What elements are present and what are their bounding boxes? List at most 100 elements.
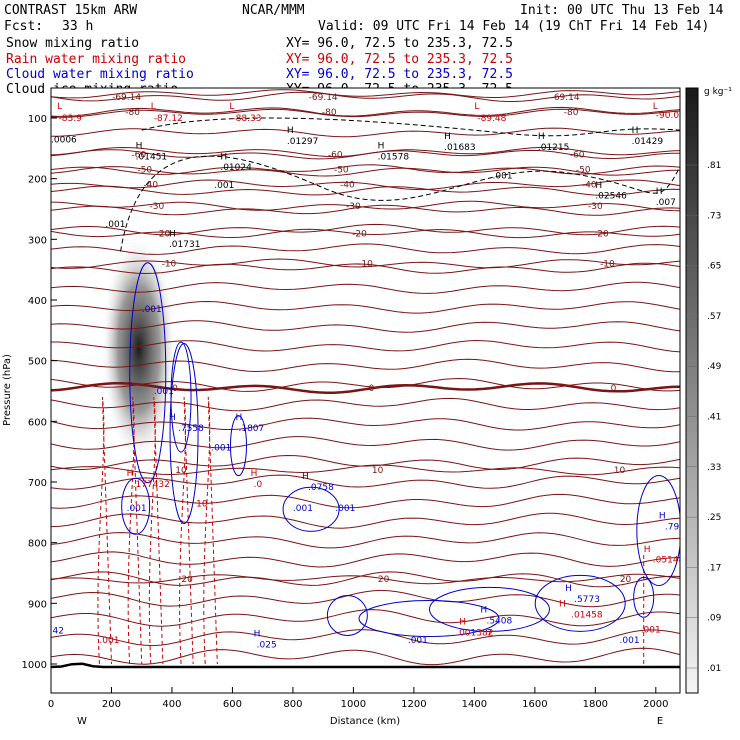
point-label: 10 bbox=[196, 499, 208, 509]
isotherm-line bbox=[51, 377, 680, 392]
point-label: .001 bbox=[154, 387, 174, 397]
cloudwater-contour bbox=[121, 477, 151, 535]
isotherm-label: -40 bbox=[143, 181, 158, 191]
point-label: H bbox=[559, 599, 566, 609]
colorbar-label: .17 bbox=[707, 563, 721, 573]
field-name-rain: Rain water mixing ratio bbox=[6, 52, 186, 67]
y-tick-label: 500 bbox=[28, 357, 47, 368]
isotherm-label: -40 bbox=[340, 181, 355, 191]
point-label: H bbox=[444, 132, 451, 142]
point-label: H bbox=[644, 545, 651, 555]
isotherm-label: 10 bbox=[614, 466, 626, 476]
isotherm-line bbox=[51, 339, 680, 353]
x-west-label: W bbox=[77, 716, 87, 727]
rain-contour bbox=[148, 397, 164, 665]
isotherm-label: -80 bbox=[322, 108, 337, 118]
point-label: .02546 bbox=[595, 192, 627, 202]
isotherm-label: -10 bbox=[162, 260, 177, 270]
point-label: .001 bbox=[293, 504, 313, 514]
isotherm-label: -30 bbox=[149, 202, 164, 212]
point-label: H bbox=[136, 141, 143, 151]
point-label: -83.9 bbox=[59, 114, 83, 124]
fcst-label: Fcst: bbox=[4, 19, 43, 34]
point-label: .001 bbox=[335, 504, 355, 514]
isotherm-label: -10 bbox=[358, 260, 373, 270]
ice-contour bbox=[120, 155, 680, 252]
y-tick-label: 1000 bbox=[22, 660, 47, 671]
x-east-label: E bbox=[657, 716, 663, 727]
x-tick-label: 600 bbox=[223, 699, 242, 710]
isotherm-label: -50 bbox=[576, 166, 591, 176]
isotherm-line bbox=[51, 166, 680, 177]
point-label: .007 bbox=[656, 198, 676, 208]
field-xy-rain: XY= 96.0, 72.5 to 235.3, 72.5 bbox=[286, 52, 513, 67]
isotherm-line bbox=[51, 381, 680, 395]
isotherm-label: -80 bbox=[564, 108, 579, 118]
point-label: L bbox=[57, 102, 62, 112]
isotherm-line bbox=[51, 91, 680, 102]
cloudwater-contour bbox=[636, 475, 680, 587]
isotherm-label: 20 bbox=[378, 575, 390, 585]
point-label: .05148 bbox=[653, 556, 685, 566]
point-label: .01024 bbox=[220, 163, 252, 173]
point-label: .01731 bbox=[169, 240, 201, 250]
point-label: .01683 bbox=[444, 143, 476, 153]
point-label: H bbox=[251, 469, 258, 479]
rain-contour bbox=[203, 397, 218, 665]
isotherm-label: 10 bbox=[372, 466, 384, 476]
cloudwater-contour bbox=[633, 576, 655, 618]
point-label: .001 bbox=[641, 625, 661, 635]
point-label: .001 bbox=[493, 172, 513, 182]
rain-contour bbox=[179, 397, 194, 665]
point-label: .01458 bbox=[571, 610, 603, 620]
isotherm-line bbox=[51, 589, 680, 608]
point-label: H bbox=[459, 618, 466, 628]
isotherm-line bbox=[51, 108, 680, 118]
isotherm-label: -60 bbox=[131, 150, 146, 160]
point-label: H bbox=[127, 469, 134, 479]
cloudwater-contour bbox=[326, 594, 368, 636]
plot-content: -69.14 -69.14 -69.14 -80 -80 -80 -60 -60 -60 -50 -… bbox=[51, 89, 685, 669]
colorbar-label: .25 bbox=[707, 513, 721, 523]
y-tick-label: 100 bbox=[28, 114, 47, 125]
init-time: Init: 00 UTC Thu 13 Feb 14 bbox=[520, 3, 724, 18]
point-label: H bbox=[632, 126, 639, 136]
point-label: .001 bbox=[211, 443, 231, 453]
point-label: 7 bbox=[486, 628, 492, 638]
isotherm-label: -20 bbox=[352, 229, 367, 239]
isotherm-line bbox=[51, 300, 680, 314]
colorbar-label: .57 bbox=[707, 312, 721, 322]
x-tick-label: 200 bbox=[102, 699, 121, 710]
center-name: NCAR/MMM bbox=[242, 3, 305, 18]
isotherm-label: -20 bbox=[594, 229, 609, 239]
y-tick-label: 400 bbox=[28, 296, 47, 307]
point-label: .5773 bbox=[574, 595, 600, 605]
cloudwater-contour bbox=[534, 574, 626, 632]
isotherm-line bbox=[51, 258, 680, 269]
colorbar-label: .73 bbox=[707, 211, 721, 221]
point-label: H bbox=[659, 511, 666, 521]
y-axis-label: Pressure (hPa) bbox=[2, 354, 13, 426]
isotherm-label: 0 bbox=[369, 384, 375, 394]
point-label: H bbox=[220, 152, 227, 162]
isotherm-line bbox=[51, 629, 680, 647]
x-tick-label: 400 bbox=[162, 699, 181, 710]
rain-contours bbox=[97, 397, 645, 665]
point-label: -88.33 bbox=[232, 114, 261, 124]
fcst-value: 33 h bbox=[62, 19, 93, 34]
isotherm-label: -30 bbox=[588, 202, 603, 212]
y-tick-label: 200 bbox=[28, 175, 47, 186]
y-tick-label: 900 bbox=[28, 599, 47, 610]
point-label: .01215 bbox=[538, 143, 570, 153]
point-label: H bbox=[480, 605, 487, 615]
isotherm-line bbox=[51, 228, 680, 239]
point-label: L bbox=[229, 102, 234, 112]
point-label: -90.0 bbox=[656, 111, 680, 121]
isotherm-line bbox=[51, 573, 680, 585]
isotherm-label: -20 bbox=[156, 229, 171, 239]
isotherm-line bbox=[51, 397, 680, 412]
isotherm-label: 20 bbox=[181, 575, 193, 585]
field-name-cloudwater: Cloud water mixing ratio bbox=[6, 67, 194, 82]
isotherm-label: 0 bbox=[611, 384, 617, 394]
